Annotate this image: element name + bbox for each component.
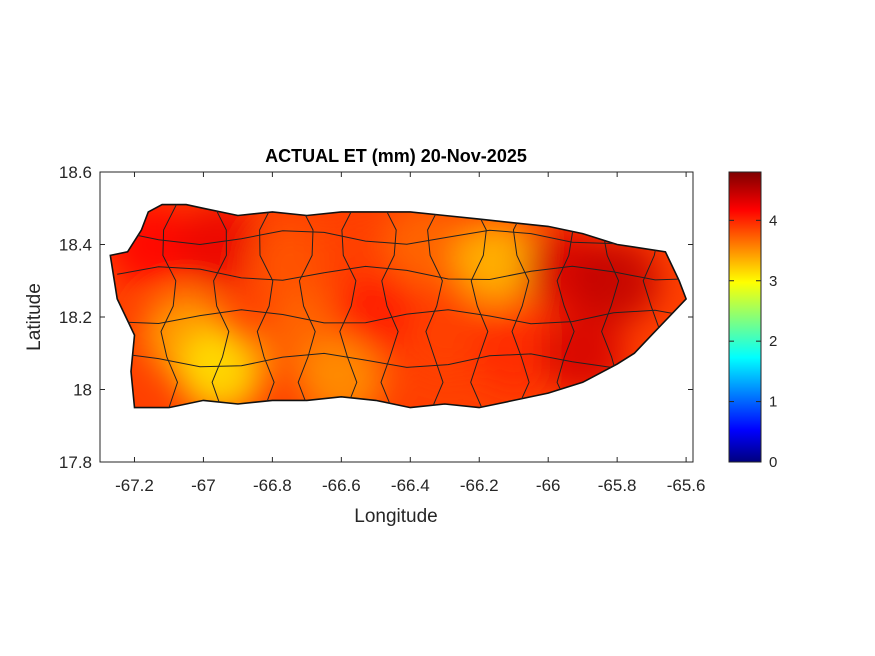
et-field-sample	[385, 204, 470, 287]
y-axis: 17.8 18 18.2 18.4 18.6	[59, 163, 693, 472]
et-field-sample	[454, 220, 539, 305]
colorbar-tick-label: 2	[769, 333, 777, 350]
colorbar-tick-label: 1	[769, 394, 777, 411]
municipality-boundary	[211, 204, 230, 408]
x-tick-label: -67	[191, 476, 216, 495]
municipality-boundary	[117, 352, 687, 369]
et-field-sample	[402, 293, 487, 378]
x-tick-label: -66.8	[253, 476, 292, 495]
municipality-boundary	[470, 204, 489, 408]
colorbar-tick-label: 4	[769, 212, 777, 229]
x-tick-label: -67.2	[115, 476, 154, 495]
chart-title: ACTUAL ET (mm) 20-Nov-2025	[265, 146, 527, 166]
municipality-boundary	[380, 204, 399, 408]
et-field-sample	[178, 329, 263, 408]
island-layer	[109, 203, 688, 409]
island-outline	[109, 203, 688, 409]
municipality-boundary	[556, 204, 575, 408]
x-tick-label: -65.6	[667, 476, 706, 495]
x-axis: -67.2 -67 -66.8 -66.6 -66.4 -66.2 -66 -65.8 -65.…	[115, 172, 705, 495]
municipality-boundary	[117, 229, 687, 246]
y-tick-label: 17.8	[59, 453, 92, 472]
x-tick-label: -66.4	[391, 476, 430, 495]
municipality-boundary	[339, 204, 358, 408]
municipality-boundary	[256, 204, 275, 408]
et-field-sample	[333, 275, 418, 359]
colorbar	[728, 171, 762, 463]
et-field-sample	[178, 204, 263, 287]
y-tick-label: 18.6	[59, 163, 92, 182]
colorbar-tick-label: 3	[769, 273, 777, 290]
et-field-sample	[316, 209, 401, 294]
municipality-boundary	[425, 204, 444, 408]
et-field-sample	[471, 311, 556, 396]
colorbar-ticks: 0 1 2 3 4	[729, 212, 777, 471]
x-axis-label: Longitude	[354, 506, 437, 527]
colorbar-tick-label: 0	[769, 454, 777, 471]
x-tick-label: -65.8	[598, 476, 637, 495]
municipality-boundary	[297, 204, 316, 408]
x-tick-label: -66.2	[460, 476, 499, 495]
y-tick-label: 18.2	[59, 308, 92, 327]
x-tick-label: -66.6	[322, 476, 361, 495]
y-tick-label: 18.4	[59, 236, 92, 255]
et-field-sample	[247, 220, 332, 305]
x-tick-label: -66	[536, 476, 561, 495]
municipality-boundary	[511, 204, 530, 408]
et-field-sample	[575, 238, 660, 323]
et-field	[110, 204, 660, 408]
y-tick-label: 18	[73, 381, 92, 400]
municipality-boundary	[117, 309, 687, 325]
y-axis-label: Latitude	[24, 283, 45, 351]
municipality-boundary	[160, 204, 179, 408]
municipality-boundary	[117, 265, 687, 281]
